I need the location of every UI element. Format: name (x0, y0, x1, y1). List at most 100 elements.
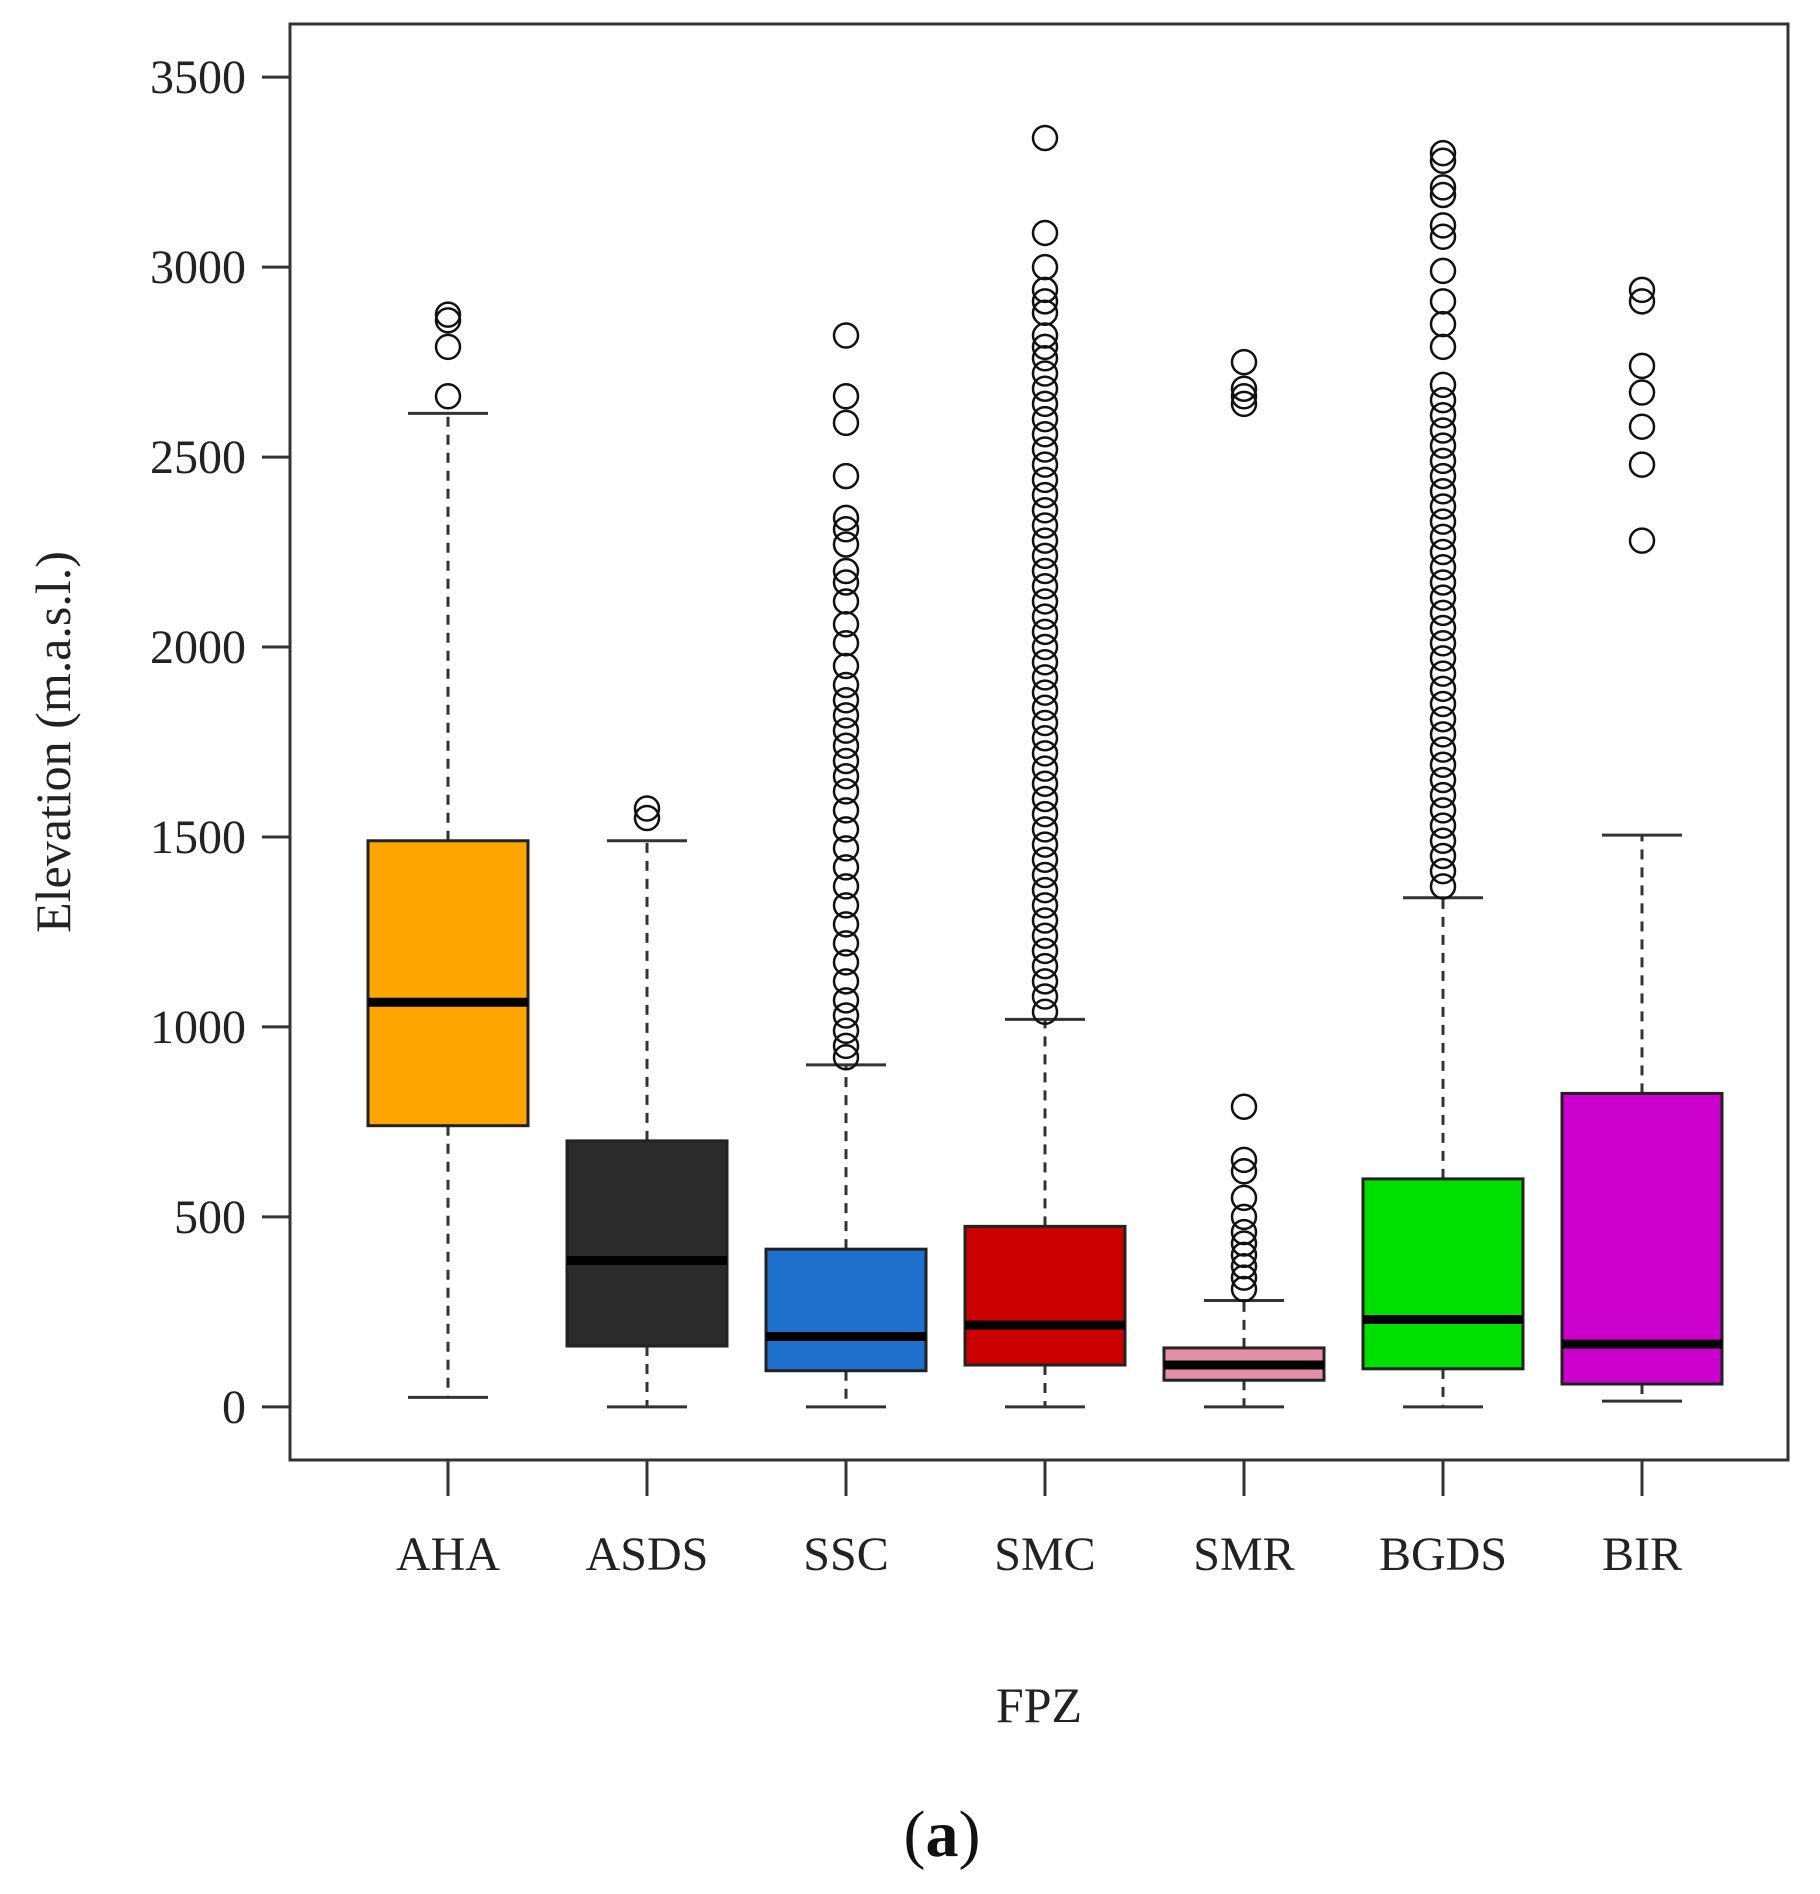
outlier-point (1230, 1184, 1258, 1212)
outlier-point (1031, 755, 1059, 782)
box-ssc (764, 322, 928, 1409)
outlier-point (1628, 379, 1656, 406)
x-tick-label-smc: SMC (994, 1528, 1095, 1581)
outlier-point (1031, 892, 1059, 919)
outlier-point (1429, 721, 1457, 748)
outlier-point (1429, 690, 1457, 718)
outlier-point (1031, 421, 1059, 448)
outlier-point (633, 795, 661, 822)
outlier-point (1230, 348, 1258, 376)
outlier-point (1031, 770, 1059, 798)
outlier-point (1429, 781, 1457, 809)
outlier-point (832, 610, 860, 638)
outlier-point (832, 911, 860, 938)
outlier-point (832, 892, 860, 919)
outlier-point (1031, 709, 1059, 737)
outlier-point (1429, 766, 1457, 794)
box-iqr (1560, 1091, 1724, 1386)
outlier-point (1031, 345, 1059, 372)
outlier-point (1429, 402, 1457, 429)
outlier-point (832, 1002, 860, 1029)
y-tick-label: 0 (222, 1381, 246, 1434)
outlier-point (832, 778, 860, 805)
outlier-point (832, 949, 860, 976)
outlier-point (1429, 147, 1457, 175)
outlier-point (1031, 876, 1059, 904)
outlier-point (434, 333, 462, 361)
outlier-point (1429, 310, 1457, 338)
x-axis: AHA ASDS SSC SMC SMR BGDS BIR (396, 1460, 1682, 1581)
outlier-point (1031, 527, 1059, 554)
outlier-point (1031, 907, 1059, 934)
outlier-point (1429, 493, 1457, 520)
box-iqr (1361, 1177, 1525, 1371)
outlier-point (1031, 253, 1059, 281)
outlier-point (1628, 288, 1656, 315)
outlier-point (1429, 462, 1457, 490)
outlier-point (1031, 648, 1059, 676)
outlier-point (1429, 584, 1457, 611)
outlier-point (1031, 800, 1059, 828)
outlier-point (1031, 481, 1059, 509)
outlier-point (832, 409, 860, 437)
y-axis: 0 500 1000 1500 2000 2500 3000 3500 (150, 51, 290, 1434)
outlier-point (1429, 288, 1457, 315)
y-tick-label: 3500 (150, 51, 246, 104)
outlier-point (832, 462, 860, 490)
outlier-point (1031, 466, 1059, 494)
outlier-point (1429, 705, 1457, 733)
outlier-point (1230, 1158, 1258, 1185)
outlier-point (1031, 288, 1059, 315)
y-tick-label: 500 (174, 1191, 246, 1244)
outlier-point (1031, 664, 1059, 691)
outlier-point (1429, 212, 1457, 239)
outlier-point (832, 854, 860, 881)
outlier-point (1429, 751, 1457, 779)
outlier-point (1429, 827, 1457, 855)
outlier-point (1429, 257, 1457, 285)
outlier-point (1031, 603, 1059, 630)
outlier-point (1429, 174, 1457, 201)
outlier-point (1429, 569, 1457, 596)
outlier-point (434, 301, 462, 328)
outlier-point (1429, 538, 1457, 566)
outlier-point (1230, 1203, 1258, 1231)
box-smr (1162, 348, 1326, 1409)
outlier-point (832, 629, 860, 657)
outlier-point (1429, 797, 1457, 824)
outlier-point (832, 1032, 860, 1060)
outlier-point (1031, 861, 1059, 889)
outlier-point (832, 816, 860, 843)
outlier-point (1031, 497, 1059, 524)
outlier-point (832, 383, 860, 410)
box-iqr (764, 1247, 928, 1373)
outlier-point (1031, 451, 1059, 478)
outlier-point (1031, 952, 1059, 980)
outlier-point (1031, 390, 1059, 418)
x-tick-label-ssc: SSC (803, 1528, 888, 1581)
outlier-point (832, 873, 860, 900)
outlier-point (1031, 694, 1059, 722)
outlier-point (1429, 812, 1457, 839)
outlier-point (1230, 383, 1258, 410)
outlier-point (1628, 276, 1656, 304)
outlier-point (1031, 375, 1059, 402)
outlier-point (832, 671, 860, 699)
outlier-point (633, 804, 661, 832)
x-tick-label-bir: BIR (1602, 1528, 1682, 1581)
outlier-point (1031, 968, 1059, 995)
outlier-point (832, 1017, 860, 1044)
outlier-point (1429, 478, 1457, 505)
x-tick-label-smr: SMR (1193, 1528, 1294, 1581)
outlier-point (1230, 375, 1258, 402)
outlier-point (1031, 572, 1059, 600)
box-bir (1560, 276, 1724, 1403)
outlier-point (1429, 553, 1457, 581)
outlier-point (1031, 542, 1059, 570)
outlier-point (832, 747, 860, 775)
y-tick-label: 1000 (150, 1001, 246, 1054)
outlier-point (1429, 417, 1457, 444)
y-tick-label: 2500 (150, 431, 246, 484)
outlier-point (832, 797, 860, 824)
outlier-point (832, 569, 860, 596)
